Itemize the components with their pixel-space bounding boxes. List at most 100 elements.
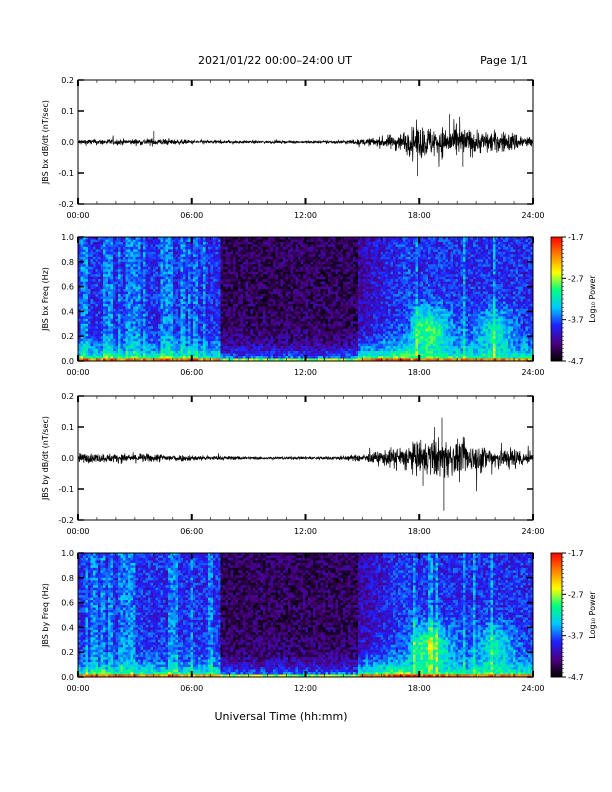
colorbar-band [551,588,562,591]
x-tick-label: 18:00 [408,684,431,693]
x-tick-label: 06:00 [180,211,203,220]
colorbar-band [551,571,562,575]
y-tick-label: 0.1 [61,107,74,116]
colorbar-band [551,259,562,263]
colorbar-band [551,555,562,558]
colorbar-tick-label: -3.7 [568,316,584,325]
colorbar-band [551,282,562,285]
colorbar-band [551,255,562,259]
colorbar-band [551,623,562,626]
colorbar-band [551,251,562,254]
colorbar-band [551,257,562,261]
x-tick-label: 24:00 [521,684,544,693]
colorbar-band [551,581,562,585]
y-tick-label: -0.2 [58,516,74,525]
colorbar-band [551,592,562,595]
colorbar-band [551,670,562,674]
y-tick-label: 0.0 [61,673,74,682]
colorbar-band [551,569,562,572]
colorbar-band [551,348,562,352]
colorbar-band [551,332,562,335]
colorbar-band [551,270,562,273]
colorbar-band [551,245,562,248]
x-tick-label: 06:00 [180,684,203,693]
spectrogram-cells [78,237,534,362]
colorbar-band [551,249,562,252]
colorbar-band [551,654,562,657]
y-tick-label: 0.4 [61,307,74,316]
colorbar-band [551,354,562,358]
colorbar-band [551,672,562,676]
spectrogram-panel: 00:00 06:00 12:00 18:00 24:00 1.0 0.8 0.6 0.4 0.2… [41,233,597,377]
colorbar-band [551,301,562,304]
waveform-trace [78,114,533,177]
colorbar-band [551,265,562,269]
colorbar-band [551,662,562,665]
colorbar-band [551,625,562,628]
colorbar-band [551,561,562,564]
x-tick-label: 12:00 [294,368,317,377]
y-tick-label: 0.2 [61,392,74,401]
y-tick-label: 1.0 [61,233,74,242]
colorbar-band [551,664,562,668]
colorbar-band [551,330,562,333]
colorbar-band [551,577,562,581]
colorbar-label: Log₁₀ Power [588,275,597,323]
colorbar-band [551,648,562,651]
colorbar-label: Log₁₀ Power [588,591,597,639]
y-tick-label: 0.1 [61,423,74,432]
colorbar-band [551,336,562,339]
colorbar-tick-label: -1.7 [568,233,584,242]
colorbar-band [551,299,562,302]
colorbar-band [551,280,562,283]
waveform-panel: 00:00 06:00 12:00 18:00 24:00 0.2 0.1 0.0 -0.1 -0… [41,392,545,536]
colorbar-band [551,315,562,318]
colorbar-band [551,602,562,606]
colorbar-band [551,559,562,562]
spectrogram-cells [78,553,534,678]
colorbar-band [551,358,562,362]
x-tick-label: 24:00 [521,211,544,220]
colorbar-band [551,650,562,653]
colorbar-band [551,253,562,256]
y-tick-label: 0.0 [61,454,74,463]
colorbar-band [551,305,562,308]
x-tick-label: 12:00 [294,211,317,220]
colorbar-band [551,274,562,277]
colorbar-band [551,553,562,556]
colorbar-band [551,344,562,347]
colorbar-band [551,290,562,294]
colorbar-band [551,296,562,300]
y-axis-label: JBS bx Freq (Hz) [41,267,50,332]
colorbar: -1.7 -2.7 -3.7 -4.7 Log₁₀ Power [550,233,597,366]
x-tick-label: 00:00 [66,211,89,220]
colorbar-band [551,598,562,601]
colorbar-band [551,573,562,577]
colorbar-tick-label: -2.7 [568,590,584,599]
colorbar-band [551,639,562,643]
colorbar-band [551,615,562,618]
colorbar-band [551,668,562,672]
colorbar-band [551,627,562,630]
colorbar-band [551,579,562,583]
colorbar-band [551,612,562,616]
colorbar-band [551,594,562,597]
x-tick-label: 18:00 [408,527,431,536]
colorbar-band [551,596,562,599]
colorbar-band [551,567,562,570]
colorbar-band [551,313,562,316]
colorbar-band [551,294,562,298]
waveform-panel: 00:00 06:00 12:00 18:00 24:00 0.2 0.1 0.0 -0.1 -0… [41,76,545,220]
x-tick-label: 06:00 [180,368,203,377]
colorbar-band [551,325,562,329]
colorbar-band [551,604,562,608]
page-number: Page 1/1 [480,54,528,67]
colorbar-band [551,338,562,341]
colorbar-band [551,317,562,321]
y-tick-label: -0.1 [58,485,74,494]
y-tick-label: -0.2 [58,200,74,209]
colorbar-band [551,600,562,603]
colorbar-band [551,565,562,568]
colorbar-band [551,288,562,292]
colorbar-band [551,617,562,620]
